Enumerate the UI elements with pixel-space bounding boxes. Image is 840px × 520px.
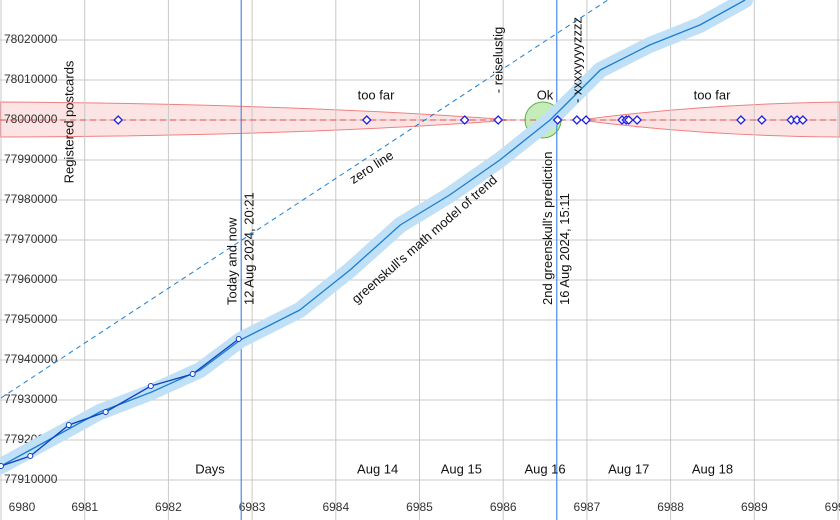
y-tick-label: 78000000 <box>4 112 58 126</box>
x-axis-label: Days <box>195 461 225 476</box>
guess-point <box>113 115 124 125</box>
guess-point <box>552 115 563 125</box>
guess-point <box>459 115 470 125</box>
y-tick-label: 78010000 <box>4 72 58 86</box>
annotation: - xxxxyyyyzzzz <box>569 17 584 103</box>
annotation: too far <box>358 87 396 102</box>
x-tick-label: 6983 <box>239 500 266 514</box>
x-tick-label: 6988 <box>657 500 684 514</box>
x-tick-label: 6986 <box>490 500 517 514</box>
data-point <box>235 336 242 342</box>
guess-point <box>735 115 746 125</box>
y-tick-label: 77960000 <box>4 272 58 286</box>
y-tick-label: 77940000 <box>4 352 58 366</box>
day-label: Aug 15 <box>441 461 482 476</box>
day-label: Aug 17 <box>608 461 649 476</box>
guess-point <box>623 115 634 125</box>
guess-point <box>797 115 808 125</box>
day-label: Aug 14 <box>357 461 398 476</box>
day-label: Aug 18 <box>692 461 733 476</box>
annotation: - reiselustig <box>490 27 505 93</box>
guess-point <box>756 115 767 125</box>
trend-line <box>0 0 746 467</box>
y-tick-label: 77930000 <box>4 392 58 406</box>
annotation: greenskull's math model of trend <box>349 172 500 306</box>
annotation: zero line <box>347 147 396 186</box>
data-point <box>65 422 72 428</box>
x-tick-label: 6985 <box>406 500 433 514</box>
trend-band <box>0 0 754 474</box>
marker-label: 12 Aug 2024, 20:21 <box>242 192 257 305</box>
data-point <box>0 463 4 469</box>
x-tick-label: 6981 <box>71 500 98 514</box>
marker-label: 16 Aug 2024, 15:11 <box>557 193 572 305</box>
annotation: too far <box>694 87 732 102</box>
y-axis-label: Registered postcards <box>61 60 76 183</box>
guess-point <box>581 115 591 125</box>
data-point <box>27 453 34 459</box>
guess-point <box>493 115 504 125</box>
y-tick-label: 78020000 <box>4 32 58 46</box>
x-tick-label: 6990 <box>825 500 840 514</box>
marker-label: 2nd greenskull's prediction <box>540 151 555 305</box>
y-tick-label: 77980000 <box>4 192 58 206</box>
guess-point <box>571 115 582 125</box>
y-tick-label: 77910000 <box>4 472 58 486</box>
marker-label: Today and now <box>225 217 240 305</box>
data-point <box>147 383 154 389</box>
guess-point <box>632 115 643 125</box>
day-label: Aug 16 <box>524 461 565 476</box>
data-point <box>102 409 109 415</box>
y-tick-label: 77950000 <box>4 312 58 326</box>
annotation: Ok <box>537 87 554 102</box>
x-tick-label: 6980 <box>9 500 36 514</box>
x-tick-label: 6982 <box>155 500 182 514</box>
y-tick-label: 77990000 <box>4 152 58 166</box>
y-tick-label: 77970000 <box>4 232 58 246</box>
x-tick-label: 6984 <box>322 500 349 514</box>
x-tick-label: 6989 <box>741 500 768 514</box>
zero-line <box>0 0 609 399</box>
x-tick-label: 6987 <box>574 500 601 514</box>
guess-point <box>361 115 372 125</box>
data-point <box>189 371 196 377</box>
